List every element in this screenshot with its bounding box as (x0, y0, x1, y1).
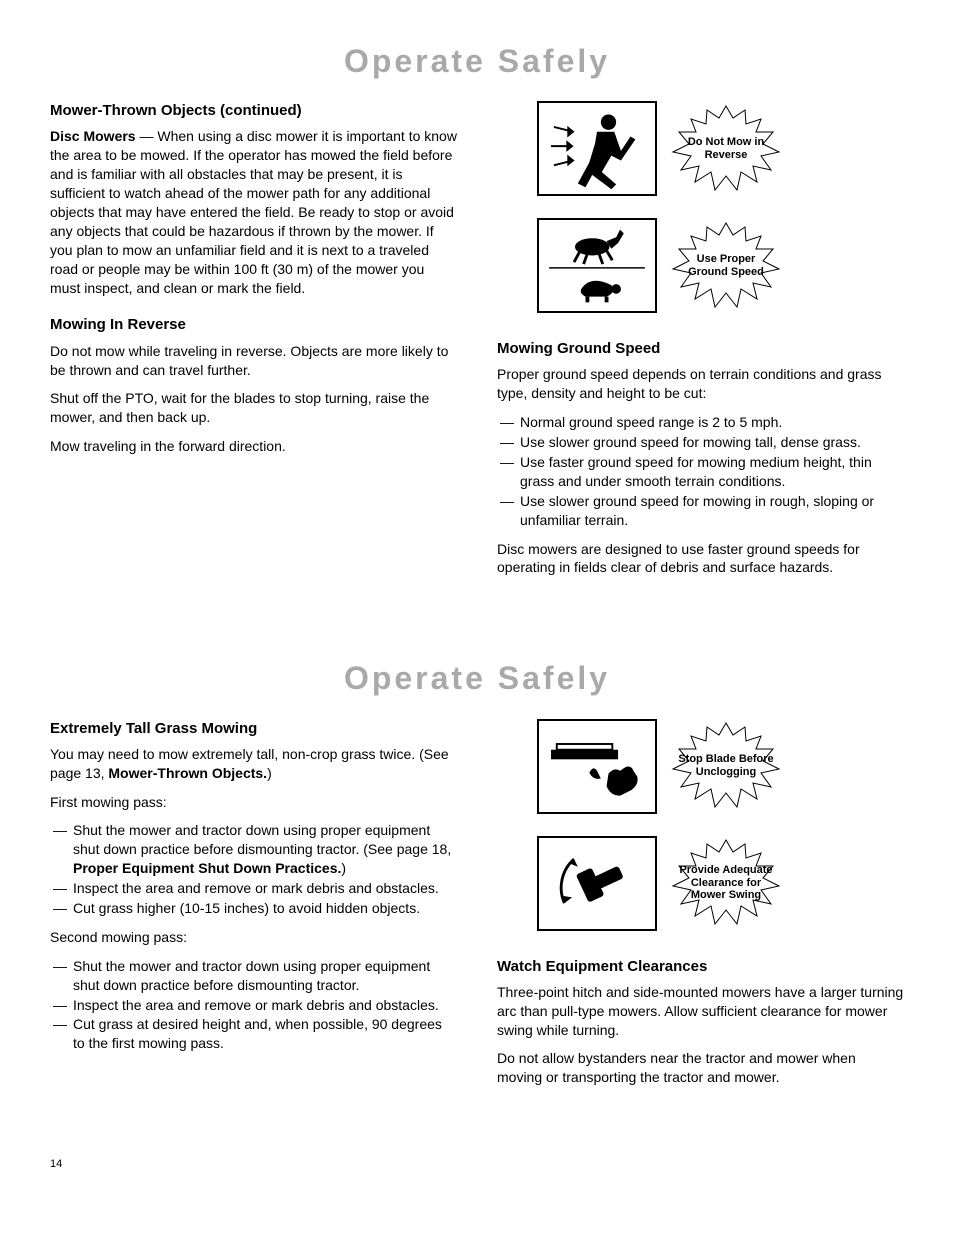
hare-tortoise-icon (537, 218, 657, 313)
para-tall-grass-intro: You may need to mow extremely tall, non-… (50, 745, 457, 783)
para-clearances-2: Do not allow bystanders near the tractor… (497, 1049, 904, 1087)
blade-hand-icon (537, 719, 657, 814)
list-text: Normal ground speed range is 2 to 5 mph. (520, 413, 904, 432)
person-thrown-icon (537, 101, 657, 196)
section-2-columns: Extremely Tall Grass Mowing You may need… (50, 719, 904, 1098)
para-reverse-3: Mow traveling in the forward direction. (50, 437, 457, 456)
heading-ground-speed: Mowing Ground Speed (497, 339, 904, 359)
list-text: Inspect the area and remove or mark debr… (73, 879, 457, 898)
section-1-columns: Mower-Thrown Objects (continued) Disc Mo… (50, 101, 904, 587)
list-text: Use slower ground speed for mowing in ro… (520, 492, 904, 530)
starburst-swing-label: Provide Adequate Clearance for Mower Swi… (671, 864, 781, 902)
para-tall-grass-c: ) (267, 765, 272, 781)
section-1-left-col: Mower-Thrown Objects (continued) Disc Mo… (50, 101, 457, 587)
list-item: —Cut grass higher (10-15 inches) to avoi… (50, 899, 457, 918)
para-clearances-1: Three-point hitch and side-mounted mower… (497, 983, 904, 1040)
para-tall-grass-b: Mower-Thrown Objects. (108, 765, 267, 781)
list-text: Use faster ground speed for mowing mediu… (520, 453, 904, 491)
heading-mower-thrown: Mower-Thrown Objects (continued) (50, 101, 457, 121)
list-item: —Inspect the area and remove or mark deb… (50, 879, 457, 898)
para-disc-mowers-body: When using a disc mower it is important … (50, 128, 457, 295)
starburst-unclog: Stop Blade Before Unclogging (671, 721, 781, 811)
page-number: 14 (50, 1157, 904, 1172)
para-disc-faster: Disc mowers are designed to use faster g… (497, 540, 904, 578)
starburst-reverse-label: Do Not Mow in Reverse (671, 136, 781, 161)
mower-swing-icon (537, 836, 657, 931)
lead-disc-mowers: Disc Mowers (50, 128, 136, 144)
starburst-speed-label: Use Proper Ground Speed (671, 253, 781, 278)
list-item: —Use faster ground speed for mowing medi… (497, 453, 904, 491)
list-text: Cut grass higher (10-15 inches) to avoid… (73, 899, 457, 918)
section-2-icon-stack: Stop Blade Before Unclogging (537, 719, 904, 943)
section-2-left-col: Extremely Tall Grass Mowing You may need… (50, 719, 457, 1098)
section-1-icon-stack: Do Not Mow in Reverse (537, 101, 904, 325)
list-item: —Normal ground speed range is 2 to 5 mph… (497, 413, 904, 432)
icon-row-swing: Provide Adequate Clearance for Mower Swi… (537, 836, 781, 931)
starburst-reverse: Do Not Mow in Reverse (671, 104, 781, 194)
list-item: —Shut the mower and tractor down using p… (50, 957, 457, 995)
list-text: Cut grass at desired height and, when po… (73, 1015, 457, 1053)
starburst-swing: Provide Adequate Clearance for Mower Swi… (671, 838, 781, 928)
para-disc-mowers: Disc Mowers — When using a disc mower it… (50, 127, 457, 297)
list-text: Shut the mower and tractor down using pr… (73, 957, 457, 995)
icon-row-unclog: Stop Blade Before Unclogging (537, 719, 781, 814)
list-item: —Shut the mower and tractor down using p… (50, 821, 457, 878)
list-text: Shut the mower and tractor down using pr… (73, 821, 457, 878)
list-item: —Use slower ground speed for mowing in r… (497, 492, 904, 530)
section-2-right-col: Stop Blade Before Unclogging (497, 719, 904, 1098)
para-ground-speed-intro: Proper ground speed depends on terrain c… (497, 365, 904, 403)
list-second-pass: —Shut the mower and tractor down using p… (50, 957, 457, 1053)
list-item: —Inspect the area and remove or mark deb… (50, 996, 457, 1015)
list-text: Use slower ground speed for mowing tall,… (520, 433, 904, 452)
heading-reverse: Mowing In Reverse (50, 315, 457, 335)
dash: — (136, 128, 158, 144)
icon-row-speed: Use Proper Ground Speed (537, 218, 781, 313)
list-item: —Cut grass at desired height and, when p… (50, 1015, 457, 1053)
heading-clearances: Watch Equipment Clearances (497, 957, 904, 977)
page-title-2: Operate Safely (50, 657, 904, 700)
list-text: Inspect the area and remove or mark debr… (73, 996, 457, 1015)
list-ground-speed: —Normal ground speed range is 2 to 5 mph… (497, 413, 904, 529)
heading-tall-grass: Extremely Tall Grass Mowing (50, 719, 457, 739)
page-title-1: Operate Safely (50, 40, 904, 83)
icon-row-reverse: Do Not Mow in Reverse (537, 101, 781, 196)
para-second-pass: Second mowing pass: (50, 928, 457, 947)
starburst-unclog-label: Stop Blade Before Unclogging (671, 753, 781, 778)
para-reverse-1: Do not mow while traveling in reverse. O… (50, 342, 457, 380)
section-1-right-col: Do Not Mow in Reverse (497, 101, 904, 587)
starburst-speed: Use Proper Ground Speed (671, 221, 781, 311)
list-item: —Use slower ground speed for mowing tall… (497, 433, 904, 452)
list-first-pass: —Shut the mower and tractor down using p… (50, 821, 457, 917)
para-first-pass: First mowing pass: (50, 793, 457, 812)
para-reverse-2: Shut off the PTO, wait for the blades to… (50, 389, 457, 427)
